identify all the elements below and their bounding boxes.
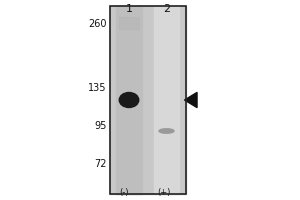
Bar bbox=[116, 6, 142, 194]
Text: 2: 2 bbox=[163, 4, 170, 14]
Bar bbox=[110, 6, 186, 194]
Text: 135: 135 bbox=[88, 83, 106, 93]
Bar bbox=[154, 6, 179, 194]
Text: 72: 72 bbox=[94, 159, 106, 169]
Text: 95: 95 bbox=[94, 121, 106, 131]
Text: 1: 1 bbox=[125, 4, 133, 14]
Text: (+): (+) bbox=[157, 188, 170, 197]
Ellipse shape bbox=[159, 129, 174, 133]
Polygon shape bbox=[184, 92, 197, 108]
Ellipse shape bbox=[119, 92, 139, 108]
Text: (-): (-) bbox=[120, 188, 129, 197]
Bar bbox=[110, 6, 186, 194]
Text: 260: 260 bbox=[88, 19, 106, 29]
Bar bbox=[119, 17, 139, 29]
